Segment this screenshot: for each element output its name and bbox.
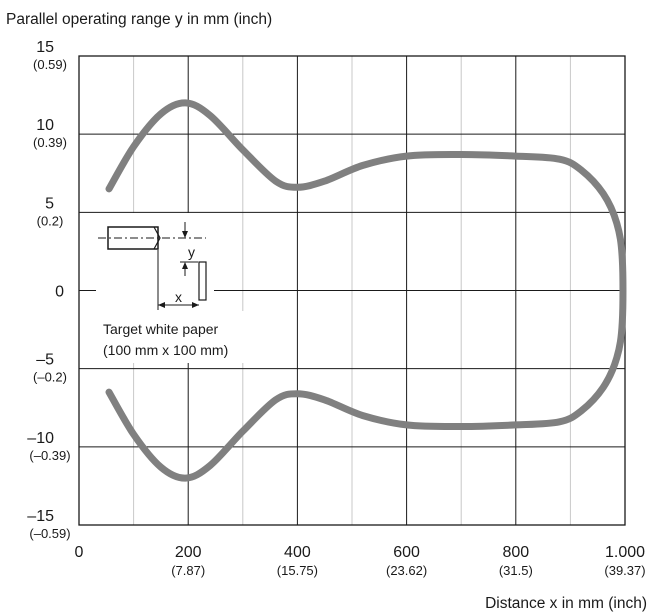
y-tick-label: 0 <box>55 284 64 301</box>
x-tick-sublabel: (31.5) <box>499 563 533 578</box>
y-tick-sublabel: (–0.59) <box>29 526 70 541</box>
y-tick-label: 5 <box>45 195 54 212</box>
x-tick-label: 200 <box>175 544 202 561</box>
y-arrow-bottom <box>182 262 188 269</box>
x-tick-label: 400 <box>284 544 311 561</box>
y-tick-sublabel: (0.2) <box>37 213 64 228</box>
x-arrow-left <box>158 302 165 308</box>
y-tick-sublabel: (0.39) <box>33 135 67 150</box>
y-dimension-label: y <box>188 244 195 260</box>
y-tick-label: –5 <box>36 352 54 369</box>
y-tick-sublabel: (–0.39) <box>29 448 70 463</box>
setup-diagram: y x Target white paper (100 mm x 100 mm) <box>96 213 266 363</box>
x-tick-label: 1.000 <box>605 544 645 561</box>
x-tick-label: 600 <box>393 544 420 561</box>
x-tick-sublabel: (15.75) <box>277 563 318 578</box>
operating-range-curve <box>105 99 627 482</box>
y-tick-label: 15 <box>36 39 54 56</box>
target-label-line2: (100 mm x 100 mm) <box>103 342 228 358</box>
x-axis-title: Distance x in mm (inch) <box>485 595 647 612</box>
x-dimension-label: x <box>175 289 182 305</box>
inset-background-label <box>96 311 266 363</box>
x-arrow-right <box>192 302 199 308</box>
x-tick-sublabel: (39.37) <box>604 563 645 578</box>
x-tick-label: 0 <box>75 544 84 561</box>
x-tick-sublabel: (23.62) <box>386 563 427 578</box>
sensor-lens <box>153 226 161 250</box>
y-tick-label: 10 <box>36 117 54 134</box>
target-label-line1: Target white paper <box>103 321 219 337</box>
y-tick-sublabel: (–0.2) <box>33 370 67 385</box>
y-axis-title: Parallel operating range y in mm (inch) <box>6 11 272 28</box>
x-tick-sublabel: (7.87) <box>171 563 205 578</box>
y-tick-label: –15 <box>27 508 54 525</box>
y-tick-label: –10 <box>27 430 54 447</box>
tick-labels: 0 200 (7.87) 400 (15.75) 600 (23.62) 800 (31.5) 1… <box>27 39 645 578</box>
y-arrow-top <box>182 231 188 238</box>
target-paper <box>198 261 207 301</box>
x-tick-label: 800 <box>502 544 529 561</box>
y-tick-sublabel: (0.59) <box>33 57 67 72</box>
